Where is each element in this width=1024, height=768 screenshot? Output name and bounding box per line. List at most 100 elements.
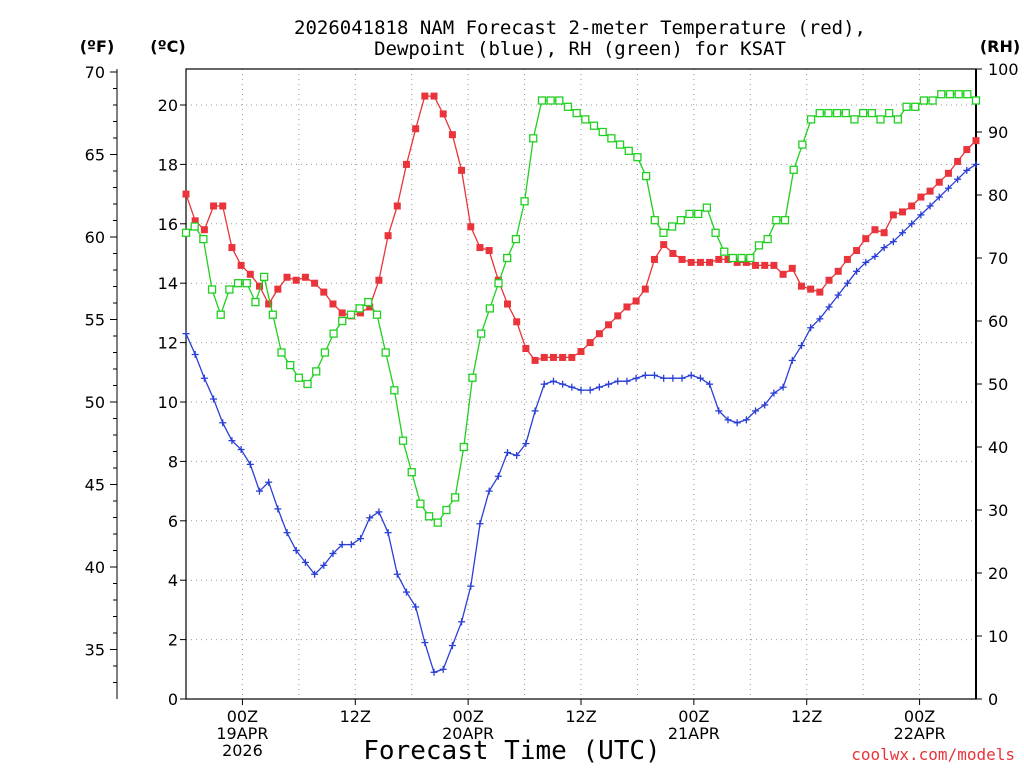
series-layer xyxy=(181,90,981,676)
dewpoint-point xyxy=(586,386,594,394)
rh-axis-label: (RH) xyxy=(980,37,1020,56)
rh-point xyxy=(442,505,451,515)
temperature-point xyxy=(476,244,484,252)
temperature-point xyxy=(825,276,833,284)
temperature-point xyxy=(779,270,787,278)
dewpoint-point xyxy=(926,202,934,210)
dewpoint-point xyxy=(641,371,649,379)
rh-tick-label: 50 xyxy=(988,375,1008,394)
temperature-point xyxy=(540,353,548,361)
x-tick-label: 19APR xyxy=(216,724,268,743)
dewpoint-point xyxy=(513,451,521,459)
rh-point xyxy=(424,512,434,521)
rh-point xyxy=(511,234,521,244)
rh-point xyxy=(676,216,685,225)
dewpoint-point xyxy=(917,211,925,219)
rh-point xyxy=(303,379,312,389)
rh-point xyxy=(720,247,729,256)
dewpoint-point xyxy=(292,547,300,554)
rh-point xyxy=(711,228,720,237)
rh-point xyxy=(233,279,243,288)
rh-point xyxy=(806,115,816,124)
rh-point xyxy=(416,499,425,508)
temperature-point xyxy=(412,125,420,133)
temperature-point xyxy=(862,235,870,243)
rh-point xyxy=(494,279,503,288)
x-tick-label: 21APR xyxy=(668,724,720,743)
temperature-point xyxy=(706,258,714,266)
temperature-point xyxy=(458,166,466,174)
rh-point xyxy=(668,222,677,231)
rh-point xyxy=(615,140,625,149)
dewpoint-point xyxy=(889,238,897,246)
x-tick-label: 00Z xyxy=(227,707,258,726)
rh-point xyxy=(885,108,894,118)
dewpoint-point xyxy=(807,324,815,332)
rh-point xyxy=(537,96,547,105)
dewpoint-point xyxy=(540,380,548,388)
rh-point xyxy=(850,115,859,124)
celsius-tick-label: 14 xyxy=(158,274,178,293)
rh-tick-label: 10 xyxy=(988,627,1008,646)
rh-point xyxy=(364,297,373,307)
temperature-point xyxy=(531,356,539,364)
rh-point xyxy=(650,216,659,225)
rh-point xyxy=(641,171,651,181)
rh-point xyxy=(728,253,738,263)
rh-point xyxy=(529,134,538,143)
dewpoint-point xyxy=(329,549,337,557)
rh-tick-label: 90 xyxy=(988,123,1008,142)
dewpoint-point xyxy=(559,380,567,388)
dewpoint-point xyxy=(421,639,429,647)
fahrenheit-tick-label: 60 xyxy=(85,228,105,247)
temperature-point xyxy=(338,309,346,317)
celsius-tick-label: 10 xyxy=(158,393,178,412)
temperature-point xyxy=(614,312,622,320)
rh-tick-label: 30 xyxy=(988,501,1008,520)
dewpoint-point xyxy=(402,588,410,596)
dewpoint-point xyxy=(706,380,714,388)
temperature-point xyxy=(274,285,282,293)
dewpoint-point xyxy=(834,291,842,299)
rh-point xyxy=(832,108,842,118)
temperature-point xyxy=(384,232,392,240)
dewpoint-line xyxy=(185,163,977,674)
temperature-point xyxy=(577,348,585,356)
dewpoint-point xyxy=(485,487,493,495)
dewpoint-point xyxy=(752,407,760,415)
rh-point xyxy=(841,108,850,118)
rh-point xyxy=(919,96,929,105)
rh-point xyxy=(702,203,712,212)
rh-point xyxy=(798,140,807,149)
dewpoint-point xyxy=(210,395,218,403)
rh-point xyxy=(398,436,408,445)
temperature-point xyxy=(908,202,916,210)
temperature-point xyxy=(632,297,640,305)
temperature-point xyxy=(311,279,319,287)
rh-point xyxy=(312,367,321,376)
temperature-point xyxy=(559,353,567,361)
rh-point xyxy=(372,310,382,319)
dewpoint-point xyxy=(494,472,502,480)
dewpoint-point xyxy=(219,419,227,427)
dewpoint-point xyxy=(687,371,695,379)
rh-point xyxy=(867,108,876,118)
temperature-point xyxy=(963,146,971,154)
celsius-axis-label: (ºC) xyxy=(150,37,185,56)
temperature-point xyxy=(375,276,383,284)
fahrenheit-tick-label: 55 xyxy=(85,311,105,330)
dewpoint-point xyxy=(476,520,484,528)
dewpoint-point xyxy=(531,407,539,415)
dewpoint-point xyxy=(595,383,603,391)
temperature-point xyxy=(191,217,199,225)
temperature-point xyxy=(467,223,475,231)
rh-line xyxy=(185,93,977,524)
dewpoint-point xyxy=(320,561,328,569)
rh-tick-label: 20 xyxy=(988,564,1008,583)
dewpoint-point xyxy=(880,244,888,252)
dewpoint-point xyxy=(816,315,824,323)
temperature-point xyxy=(292,276,300,284)
rh-point xyxy=(555,96,564,105)
dewpoint-point xyxy=(311,570,319,578)
rh-point xyxy=(911,102,920,111)
